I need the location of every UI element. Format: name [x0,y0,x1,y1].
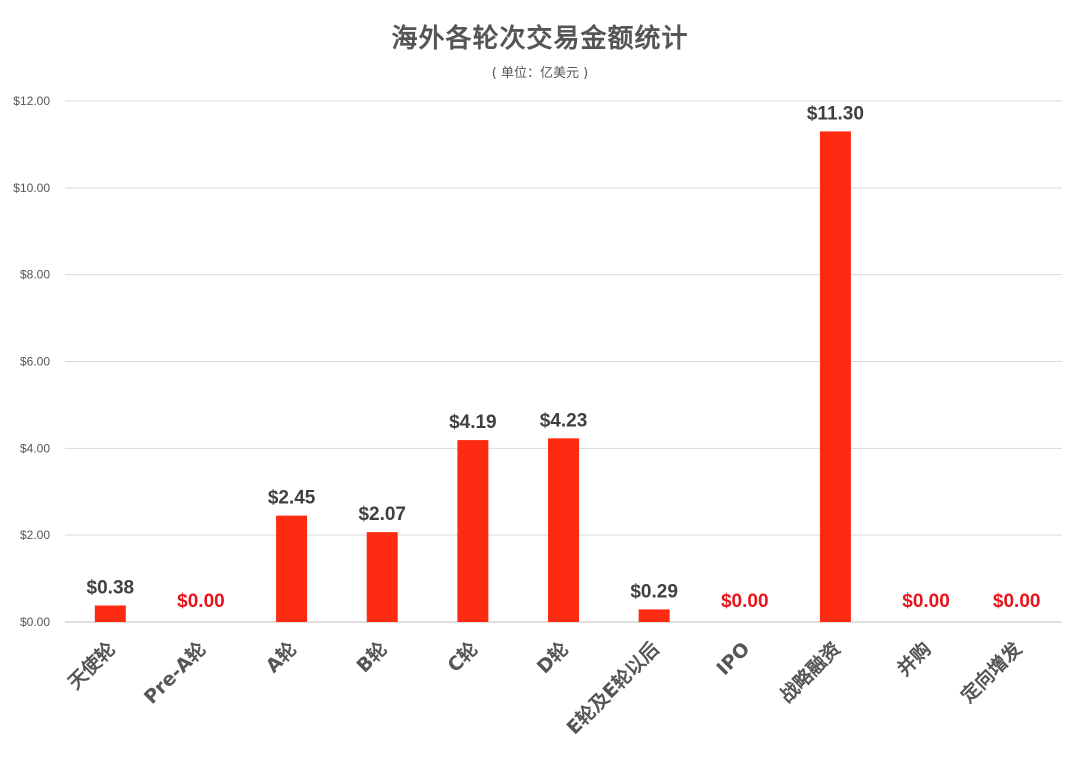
y-tick-label: $10.00 [13,181,50,195]
y-tick-label: $6.00 [20,355,50,369]
data-label: $0.29 [630,581,678,602]
x-tick-label: Pre-A轮 [139,637,210,708]
data-label: $2.45 [268,488,316,509]
data-label: $0.38 [87,578,135,599]
data-label: $11.30 [807,103,864,124]
x-tick-label: B轮 [352,637,392,677]
y-tick-label: $2.00 [20,528,50,542]
x-tick-label: 天使轮 [63,637,120,694]
bar [638,609,670,622]
x-tick-label: A轮 [261,637,301,677]
y-tick-label: $8.00 [20,268,50,282]
data-label: $0.00 [993,591,1041,612]
bar [457,440,489,622]
y-tick-label: $12.00 [13,94,50,108]
data-label: $0.00 [902,591,950,612]
bar [276,515,308,622]
data-label: $4.19 [449,412,497,433]
x-tick-label: 并购 [892,637,935,680]
chart-subtitle: ( 单位：亿美元 ) [491,66,589,81]
x-tick-label: D轮 [532,637,573,678]
x-tick-label: 战略融资 [775,637,845,707]
bar [819,131,851,622]
y-tick-label: $0.00 [20,615,50,629]
data-label: $0.00 [721,591,769,612]
chart-title: 海外各轮次交易金额统计 [391,24,689,54]
x-tick-label: E轮及E轮以后 [562,637,664,739]
x-tick-label: C轮 [443,637,483,677]
data-label: $0.00 [177,591,225,612]
bar [94,605,126,622]
data-label: $2.07 [358,504,406,525]
bar [366,532,398,622]
x-tick-label: 定向增发 [956,637,1027,708]
bar [548,438,579,622]
x-tick-label: IPO [712,638,754,680]
y-tick-label: $4.00 [20,441,50,455]
data-label: $4.23 [540,410,588,431]
